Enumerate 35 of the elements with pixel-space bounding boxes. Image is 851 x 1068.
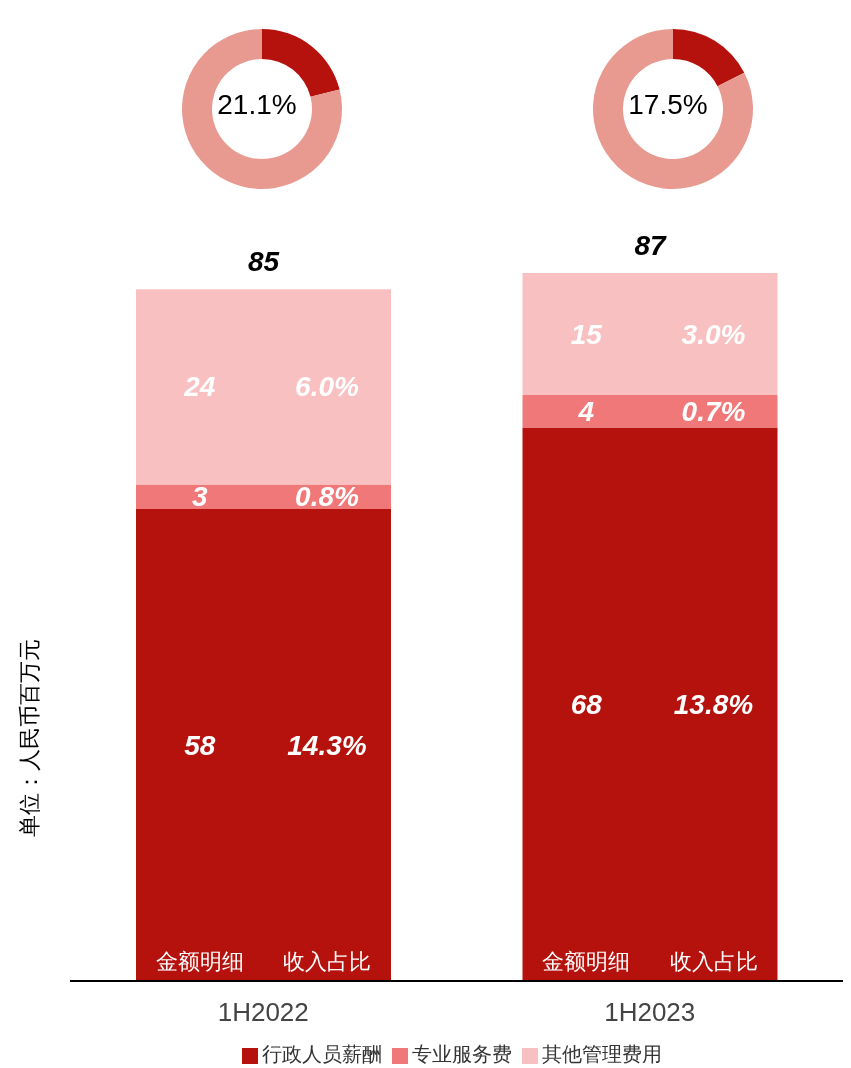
data-label: 68 bbox=[570, 688, 603, 720]
donut-slice bbox=[593, 29, 753, 189]
annotation: 14.3% bbox=[287, 729, 367, 761]
data-label: 58 bbox=[184, 729, 216, 761]
annotation: 金额明细 bbox=[155, 948, 244, 974]
x-tick-label: 1H2022 bbox=[217, 997, 309, 1028]
donut-slice bbox=[182, 29, 342, 189]
legend-label: 其他管理费用 bbox=[541, 1043, 662, 1065]
donut-slice bbox=[262, 29, 340, 97]
annotation: 收入占比 bbox=[669, 948, 758, 974]
annotation: 0.8% bbox=[295, 481, 360, 513]
annotation: 金额明细 bbox=[542, 948, 630, 974]
annotation: 13.8% bbox=[673, 688, 754, 720]
donut-slice bbox=[673, 29, 745, 87]
data-label: 3 bbox=[191, 481, 208, 513]
bar bbox=[136, 509, 391, 981]
data-label: 24 bbox=[183, 371, 216, 403]
annotation: 6.0% bbox=[295, 371, 360, 403]
bar bbox=[522, 427, 778, 981]
annotation: 收入占比 bbox=[283, 948, 371, 974]
bar bbox=[522, 273, 778, 396]
annotation: 0.7% bbox=[681, 395, 746, 427]
data-label: 15 bbox=[570, 318, 603, 350]
text: 17.5% bbox=[628, 88, 708, 120]
legend-label: 行政人员薪酬 bbox=[261, 1043, 382, 1065]
bar bbox=[522, 395, 778, 428]
legend-label: 专业服务费 bbox=[411, 1043, 512, 1065]
data-label: 4 bbox=[577, 395, 595, 427]
total-label: 87 bbox=[634, 230, 667, 261]
y-axis-title: 单位：人民币百万元 bbox=[16, 639, 43, 837]
text: 21.1% bbox=[217, 88, 297, 120]
bar bbox=[136, 289, 391, 485]
total-label: 85 bbox=[247, 246, 280, 278]
x-tick-label: 1H2023 bbox=[604, 997, 696, 1028]
annotation: 3.0% bbox=[681, 318, 746, 350]
